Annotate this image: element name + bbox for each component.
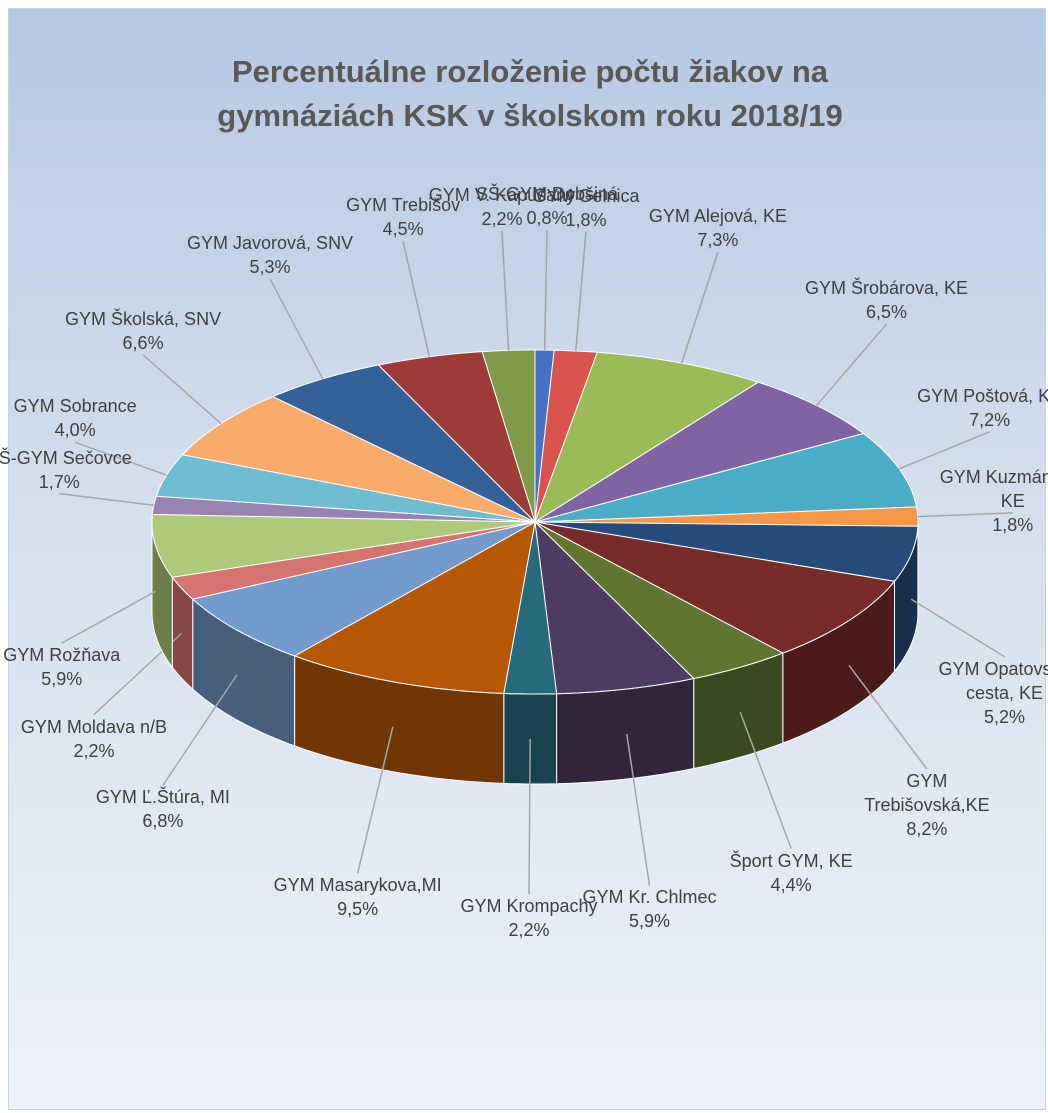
pie-slice: [534, 381, 865, 523]
slice-top: [191, 521, 536, 657]
slice-value-label: 2,2%: [73, 740, 115, 761]
leader-line: [528, 738, 531, 894]
slice-top: [534, 521, 896, 654]
slice-top: [534, 521, 785, 680]
leader-line: [402, 241, 431, 357]
leader-line: [816, 323, 888, 406]
leader-line: [74, 441, 167, 476]
slice-top: [534, 351, 760, 524]
slice-value-label: 6,8%: [142, 811, 184, 832]
pie-slice: [503, 521, 558, 785]
leader-line: [59, 492, 154, 507]
slice-value-label: 7,2%: [969, 409, 1011, 430]
slice-label: GYM Alejová, KE: [648, 206, 787, 227]
slice-value-label: 4,5%: [382, 219, 424, 240]
slice-value-label: 4,0%: [54, 420, 96, 441]
leader-line: [626, 733, 651, 886]
slice-label: GYM Kuzmányho, KE: [939, 466, 1048, 511]
slice-label: GYM Moldava n/B: [20, 716, 167, 737]
leader-line: [269, 278, 324, 380]
slice-label: GYM Javorová, SNV: [187, 232, 354, 253]
pie-slice: [534, 521, 919, 673]
pie-slice: [151, 513, 536, 669]
slice-label: Šport GYM, KE: [729, 850, 853, 871]
slice-value-label: 7,3%: [697, 230, 739, 251]
slice-top: [155, 454, 536, 523]
leader-line: [501, 230, 510, 351]
slice-top: [534, 520, 695, 695]
slice-top: [534, 521, 919, 582]
slice-value-label: 5,9%: [628, 911, 671, 932]
leader-line: [61, 590, 157, 644]
slice-label: SŠ-GYM Dobšiná: [475, 184, 619, 205]
slice-label: GYM Opatovská cesta, KE: [938, 658, 1048, 703]
slice-side: [556, 677, 695, 785]
leader-line: [910, 598, 1005, 658]
pie-slice: [171, 521, 536, 691]
slice-value-label: 2,2%: [508, 919, 550, 940]
chart-title: Percentuálne rozloženie počtu žiakov na …: [217, 54, 843, 133]
slice-top: [534, 432, 918, 523]
leader-line: [917, 512, 1013, 518]
slice-label: GYM V. Kapušany: [428, 184, 576, 205]
leader-line: [898, 431, 990, 470]
leader-line: [848, 665, 928, 770]
slice-value-label: 2,2%: [481, 208, 523, 229]
pie-slice: [155, 454, 536, 523]
leader-line: [162, 674, 238, 786]
slice-label: GYM Masarykova,MI: [273, 875, 442, 896]
slice-value-label: 5,3%: [249, 256, 291, 277]
slice-value-label: 0,8%: [526, 208, 568, 229]
leader-line: [142, 354, 222, 425]
pie-slice: [534, 351, 760, 524]
slice-value-label: 8,2%: [906, 819, 948, 840]
slice-label: GYM Krompachy: [460, 895, 598, 916]
slice-value-label: 1,8%: [992, 514, 1034, 535]
slice-top: [534, 506, 919, 527]
pie-slice: [534, 521, 785, 770]
slice-label: GYM Sobrance: [13, 396, 137, 417]
slice-label: SŠ-GYM Sečovce: [0, 447, 132, 468]
pie-slice: [534, 432, 918, 523]
slice-label: GYM Poštová, KE: [917, 385, 1048, 406]
slice-label: GYM Ľ.Štúra, MI: [95, 787, 230, 808]
slice-label: GYM Šrobárova, KE: [804, 278, 969, 299]
leader-line: [575, 231, 587, 352]
pie-slice: [191, 521, 536, 747]
slice-label: GYM Školská, SNV: [65, 308, 222, 329]
leader-line: [680, 251, 719, 364]
slice-label: GYM Kr. Chlmec: [582, 887, 717, 908]
leader-line: [739, 711, 792, 849]
slice-label: GYM Trebišovská,KE: [864, 771, 990, 816]
slice-value-label: 5,9%: [41, 669, 83, 690]
slice-top: [271, 364, 536, 523]
slice-label: GYM Gelnica: [532, 185, 640, 206]
slice-label: GYM Rožňava: [3, 645, 121, 666]
slice-value-label: 6,6%: [122, 332, 164, 353]
leader-line: [543, 230, 548, 351]
leader-line: [356, 726, 394, 874]
slice-value-label: 4,4%: [770, 874, 812, 895]
slice-value-label: 1,7%: [38, 471, 80, 492]
slice-top: [503, 521, 558, 695]
slice-top: [534, 381, 865, 523]
slice-value-label: 5,2%: [984, 706, 1026, 727]
slice-value-label: 9,5%: [337, 899, 379, 920]
pie-slice: [534, 521, 896, 744]
slice-top: [293, 521, 536, 694]
slice-top: [171, 521, 536, 600]
slice-top: [151, 513, 536, 578]
slice-value-label: 6,5%: [865, 302, 908, 323]
pie-slice: [534, 520, 695, 785]
slice-value-label: 1,8%: [565, 209, 607, 230]
slice-label: GYM Trebišov: [346, 195, 461, 216]
pie-slice: [271, 364, 536, 523]
